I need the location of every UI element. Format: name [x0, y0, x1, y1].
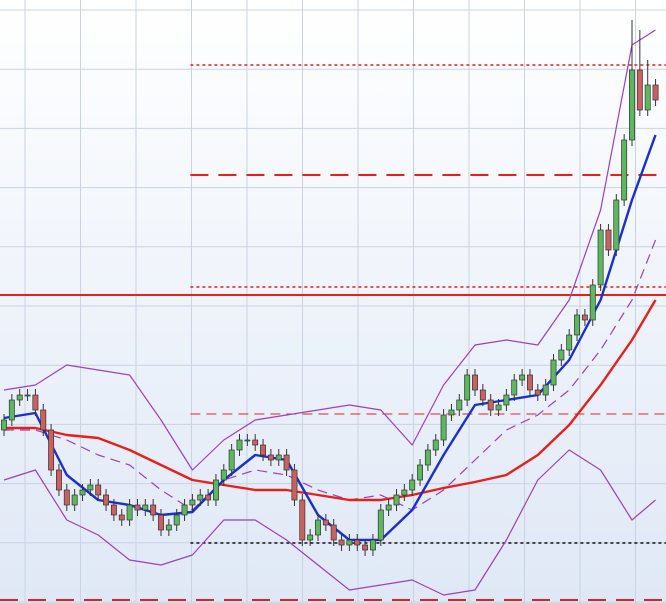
- candle-body: [63, 489, 70, 506]
- candle-body: [613, 199, 620, 251]
- candle-body: [315, 519, 321, 536]
- candle-body: [652, 84, 659, 101]
- candle-body: [354, 539, 361, 546]
- candle-body: [322, 519, 329, 526]
- candle-body: [189, 499, 196, 506]
- candle-body: [134, 504, 141, 511]
- candle-body: [24, 394, 31, 397]
- candle-body: [487, 399, 494, 411]
- candle-body: [370, 539, 376, 551]
- candle-body: [464, 374, 471, 401]
- candle-body: [362, 544, 369, 551]
- candle-body: [432, 439, 439, 451]
- candle-body: [542, 384, 549, 396]
- candle-body: [126, 504, 133, 521]
- candle-body: [519, 374, 526, 381]
- candle-body: [71, 494, 78, 506]
- candle-body: [8, 399, 15, 421]
- candle-body: [283, 454, 290, 471]
- candle-body: [401, 489, 408, 496]
- candle-body: [236, 439, 243, 451]
- candle-body: [472, 374, 478, 391]
- candle-body: [173, 514, 180, 526]
- candle-body: [32, 394, 39, 411]
- candle-body: [40, 409, 47, 431]
- candle-body: [142, 504, 149, 511]
- candle-body: [110, 504, 117, 516]
- candle-body: [275, 454, 282, 461]
- candle-body: [636, 69, 643, 111]
- candle-body: [158, 514, 164, 531]
- candle-body: [330, 524, 337, 541]
- candle-body: [566, 334, 573, 351]
- candle-body: [55, 469, 62, 491]
- candle-body: [644, 84, 651, 111]
- overlay-line: [3, 29, 656, 471]
- candle-body: [605, 229, 612, 251]
- candle-body: [581, 314, 588, 321]
- candle-body: [16, 394, 23, 401]
- candle-body: [479, 389, 486, 401]
- candle-body: [1, 419, 7, 431]
- candle-body: [409, 479, 416, 491]
- overlay-line: [4, 239, 657, 511]
- candle-body: [95, 484, 102, 496]
- candle-body: [103, 494, 109, 506]
- candle-body: [118, 514, 125, 521]
- candle-body: [87, 484, 94, 491]
- candle-body: [558, 349, 565, 361]
- levels: [0, 64, 666, 601]
- candle-body: [346, 539, 353, 546]
- candle-body: [440, 414, 447, 441]
- candle-body: [197, 494, 204, 501]
- candle-body: [393, 494, 400, 506]
- candle-body: [495, 404, 502, 411]
- candle-body: [503, 394, 510, 406]
- candle-body: [260, 444, 267, 456]
- candle-body: [385, 504, 392, 511]
- overlay-line: [4, 299, 657, 502]
- candle-body: [534, 389, 541, 396]
- candle-body: [621, 139, 628, 201]
- candle-body: [79, 489, 86, 496]
- candle-body: [550, 359, 557, 386]
- candle-body: [511, 379, 518, 396]
- candle-body: [448, 409, 455, 416]
- candle-body: [307, 534, 314, 541]
- candle-body: [220, 469, 227, 481]
- candle-body: [181, 504, 188, 516]
- candle-body: [291, 469, 298, 501]
- candle-body: [244, 439, 251, 442]
- candle-body: [267, 454, 274, 461]
- candle-body: [424, 449, 431, 466]
- candle-body: [213, 479, 219, 501]
- candle-body: [456, 399, 463, 411]
- candle-body: [299, 499, 306, 541]
- candle-body: [597, 229, 604, 286]
- candle-body: [417, 464, 424, 481]
- candle-body: [526, 374, 533, 391]
- candle-body: [165, 524, 172, 531]
- candle-body: [228, 449, 235, 471]
- candle-body: [338, 539, 345, 546]
- candle-body: [589, 284, 596, 321]
- overlay-line: [3, 449, 656, 596]
- candle-body: [252, 439, 259, 446]
- candle-body: [48, 429, 55, 471]
- candle-body: [574, 314, 581, 336]
- candle-body: [150, 504, 157, 516]
- candles: [1, 20, 659, 556]
- candle-body: [377, 509, 384, 541]
- candle-body: [629, 69, 635, 141]
- candle-body: [205, 494, 212, 501]
